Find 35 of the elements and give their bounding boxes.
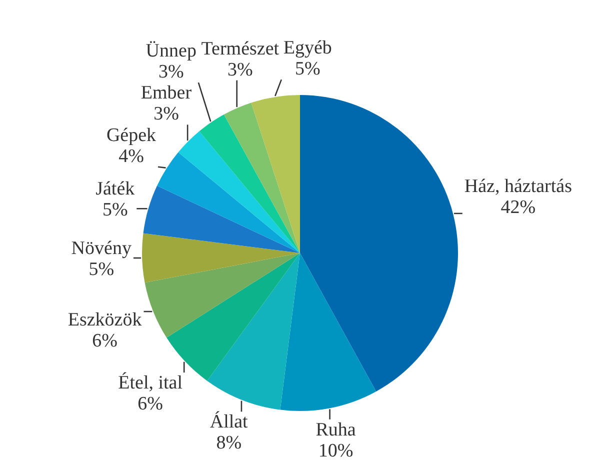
- slice-label: Egyéb: [283, 38, 332, 59]
- pie-slice: [207, 253, 300, 410]
- slice-label: Játék: [96, 178, 136, 200]
- slice-label: Állat: [210, 410, 249, 433]
- data-label: 3%: [154, 104, 180, 125]
- data-label: 3%: [227, 59, 253, 80]
- slice-label: Étel, ital: [118, 372, 183, 394]
- data-label: 5%: [295, 58, 321, 80]
- pie-slice: [199, 114, 300, 253]
- data-label: 6%: [92, 330, 118, 352]
- pie-slice: [142, 233, 300, 283]
- pie-slice: [224, 102, 300, 253]
- data-label: 10%: [318, 440, 354, 462]
- pie-slice: [143, 186, 300, 253]
- pie-slice: [157, 152, 300, 253]
- data-label: 5%: [102, 199, 128, 220]
- slice-label: Ünnep: [146, 40, 196, 62]
- slice-label: Eszközök: [68, 309, 142, 330]
- pie-slice: [144, 253, 300, 338]
- data-label: 6%: [138, 394, 164, 415]
- slice-label: Ház, háztartás: [464, 176, 572, 197]
- pie-slice: [251, 95, 300, 253]
- slice-label: Ruha: [316, 419, 356, 440]
- slice-label: Növény: [71, 238, 132, 260]
- data-label: 5%: [88, 259, 114, 280]
- data-label: 42%: [500, 196, 536, 218]
- pie-slice: [300, 95, 458, 392]
- pie-slice: [178, 131, 300, 253]
- pie-slice: [280, 253, 376, 411]
- data-label: 4%: [118, 146, 144, 167]
- slice-label: Ember: [140, 82, 192, 104]
- data-label: 3%: [158, 62, 184, 83]
- data-label: 8%: [216, 432, 242, 454]
- slice-label: Természet: [201, 38, 280, 60]
- slice-label: Gépek: [106, 124, 157, 146]
